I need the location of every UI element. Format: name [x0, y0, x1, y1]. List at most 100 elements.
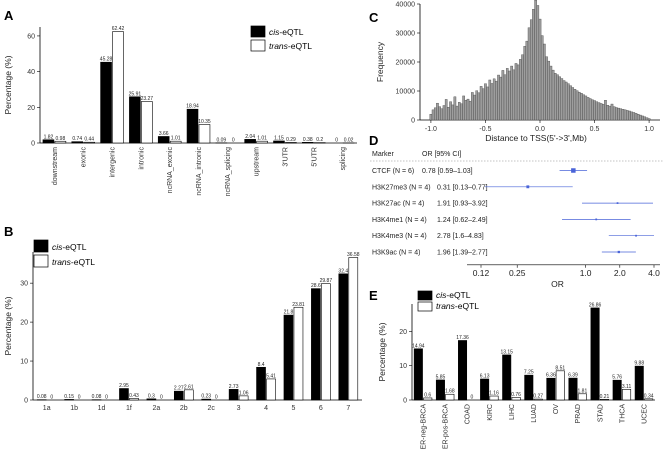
histogram-bar: [597, 102, 601, 121]
trans-bar: [266, 378, 276, 401]
cis-bar: [100, 61, 112, 144]
row-marker-label: H3K4me1 (N = 4): [372, 217, 427, 224]
trans-bar: [112, 31, 124, 144]
cis-bar: [435, 379, 445, 401]
x-tick-label: ER-pos-BRCA: [443, 404, 450, 449]
row-or-text: 1.96 [1.39–2.77]: [437, 250, 488, 257]
histogram-bar: [503, 74, 507, 121]
y-tick-label: 20: [399, 329, 407, 336]
bar-value-label: 14.94: [412, 343, 425, 349]
y-tick-label: 0: [31, 141, 35, 148]
panel-letter-c: C: [369, 10, 379, 25]
bar-value-label: 0.3: [148, 393, 155, 399]
histogram-bar: [639, 114, 642, 121]
trans-bar: [238, 395, 249, 401]
row-marker-label: H3K27ac (N = 4): [372, 201, 424, 208]
bar-value-label: 0: [160, 395, 163, 401]
y-tick-label: 0: [403, 398, 407, 405]
x-tick-label: ncRNA_exonic: [167, 147, 174, 194]
histogram-bar: [455, 105, 459, 121]
bar-value-label: 1.68: [445, 389, 455, 395]
histogram-bar: [464, 100, 468, 121]
histogram-bar: [543, 43, 546, 121]
histogram-bar: [475, 90, 479, 121]
y-axis-title: Percentage (%): [3, 296, 13, 355]
bar-value-label: 2.61: [184, 384, 194, 390]
x-tick-label: 3: [237, 405, 241, 412]
x-tick-label: 5: [292, 405, 296, 412]
x-tick-label: LUAD: [531, 404, 538, 423]
cis-bar: [634, 365, 644, 401]
cis-bar: [129, 96, 141, 144]
x-tick-label: -1.0: [425, 126, 437, 133]
bar-value-label: 6.13: [480, 373, 490, 379]
histogram-bar: [604, 100, 607, 121]
forest-x-axis-title: OR: [551, 279, 564, 289]
legend-label-trans: trans-eQTL: [52, 257, 95, 267]
histogram-bar: [433, 107, 437, 121]
cis-bar: [458, 340, 468, 401]
legend-label-trans: trans-eQTL: [436, 301, 479, 311]
x-tick-label: 1a: [43, 405, 51, 412]
legend-swatch-trans: [417, 301, 433, 312]
cis-bar: [502, 354, 512, 401]
bar-value-label: 0.27: [533, 394, 543, 400]
histogram-bar: [645, 117, 649, 121]
forest-x-tick-label: 4.0: [648, 268, 660, 278]
bar-value-label: 0.44: [84, 137, 94, 143]
trans-bar: [644, 398, 654, 401]
or-point: [526, 185, 530, 189]
histogram-bar: [606, 105, 609, 121]
trans-bar: [198, 124, 211, 144]
panel-letter-d: D: [369, 133, 378, 148]
histogram-bar: [453, 96, 457, 121]
bar-value-label: 8.4: [258, 362, 265, 368]
cis-bar: [201, 398, 212, 401]
x-tick-label: intergenic: [110, 147, 117, 178]
bar-value-label: 25.91: [129, 91, 142, 97]
x-tick-label: ER-neg-BRCA: [421, 404, 428, 450]
cis-bar: [283, 314, 294, 401]
x-tick-label: 4: [264, 405, 268, 412]
y-tick-label: 40000: [396, 2, 416, 9]
cis-bar: [146, 398, 157, 401]
histogram-bar: [571, 87, 575, 121]
cis-bar: [157, 136, 170, 144]
histogram-bar: [573, 89, 577, 121]
cis-bar: [524, 374, 534, 401]
trans-bar: [54, 140, 67, 144]
cis-bar: [244, 139, 256, 144]
trans-bar: [577, 393, 587, 401]
x-tick-label: 0.5: [590, 126, 600, 133]
bar-value-label: 3.66: [159, 131, 169, 137]
panel-e-chart: 0 10 20 Percentage (%) 14.94 0.6 ER-neg-BRCA 5.…: [377, 290, 655, 450]
histogram-bar: [560, 78, 564, 121]
histogram-bar: [577, 91, 581, 121]
histogram-bar: [623, 109, 627, 121]
forest-x-tick-label: 0.12: [473, 268, 490, 278]
histogram-bar: [601, 104, 605, 121]
legend-swatch-trans: [250, 39, 266, 52]
histogram-bar: [501, 70, 505, 121]
trans-bar: [141, 101, 153, 144]
y-tick-label: 10000: [396, 89, 416, 96]
histogram-bar: [508, 70, 511, 121]
x-tick-label: 2a: [152, 405, 160, 412]
or-point: [571, 168, 576, 173]
bar-value-label: 1.01: [171, 136, 181, 142]
histogram-bar: [512, 69, 516, 121]
histogram-bar: [617, 107, 620, 121]
x-tick-label: ncRNA_splicing: [225, 147, 232, 197]
histogram-bar: [536, 5, 540, 121]
legend-label-trans: trans-eQTL: [269, 41, 312, 51]
histogram-bar: [440, 108, 444, 121]
trans-bar: [348, 257, 359, 401]
x-tick-label: exonic: [81, 147, 88, 168]
bar-value-label: 0.38: [303, 137, 313, 143]
bar-value-label: 0.34: [644, 393, 654, 399]
bar-value-label: 29.87: [320, 278, 333, 284]
histogram-bar: [632, 112, 636, 121]
histogram-bar: [551, 69, 555, 121]
bar-value-label: 6.36: [546, 373, 556, 379]
x-tick-label: UCEC: [641, 404, 648, 424]
